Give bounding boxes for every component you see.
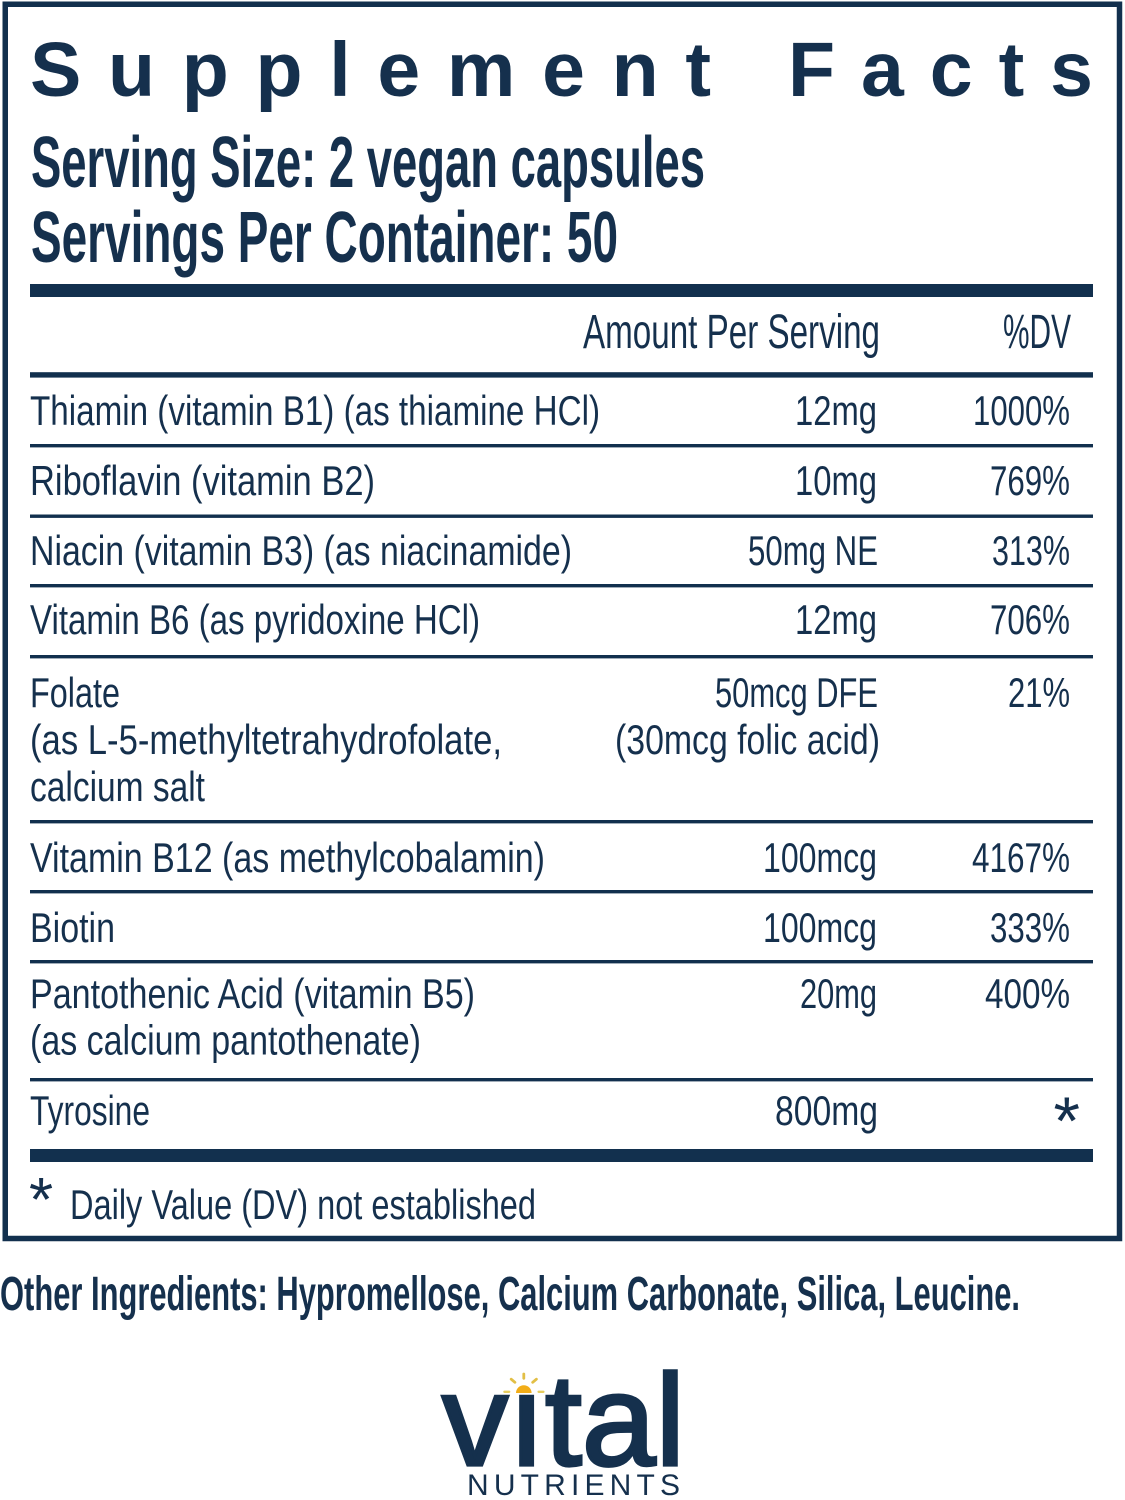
svg-text:(30mcg folic acid): (30mcg folic acid) bbox=[615, 716, 880, 763]
svg-text:Vitamin B12 (as methylcobalami: Vitamin B12 (as methylcobalamin) bbox=[30, 834, 545, 881]
svg-text:Folate: Folate bbox=[30, 669, 120, 716]
svg-text:333%: 333% bbox=[990, 904, 1070, 951]
svg-text:Vitamin B6 (as pyridoxine HCl): Vitamin B6 (as pyridoxine HCl) bbox=[30, 596, 480, 643]
svg-text:Biotin: Biotin bbox=[30, 904, 115, 951]
svg-text:Pantothenic Acid (vitamin B5): Pantothenic Acid (vitamin B5) bbox=[30, 970, 475, 1017]
svg-text:4167%: 4167% bbox=[972, 834, 1070, 881]
svg-text:Servings Per Container: 50: Servings Per Container: 50 bbox=[31, 198, 618, 278]
svg-text:100mcg: 100mcg bbox=[763, 904, 877, 951]
svg-text:50mcg DFE: 50mcg DFE bbox=[715, 669, 878, 716]
svg-text:313%: 313% bbox=[992, 527, 1070, 574]
svg-text:1000%: 1000% bbox=[973, 387, 1070, 434]
svg-text:800mg: 800mg bbox=[775, 1087, 878, 1134]
svg-text:50mg NE: 50mg NE bbox=[748, 527, 878, 574]
svg-text:(as calcium pantothenate): (as calcium pantothenate) bbox=[30, 1017, 421, 1064]
svg-text:Daily Value (DV) not establish: Daily Value (DV) not established bbox=[70, 1181, 536, 1228]
svg-text:10mg: 10mg bbox=[795, 457, 877, 504]
svg-text:Riboflavin (vitamin B2): Riboflavin (vitamin B2) bbox=[30, 457, 375, 504]
svg-text:*: * bbox=[29, 1166, 53, 1235]
svg-text:12mg: 12mg bbox=[795, 387, 877, 434]
svg-text:*: * bbox=[1054, 1083, 1080, 1159]
svg-text:400%: 400% bbox=[985, 970, 1070, 1017]
svg-text:%DV: %DV bbox=[1003, 306, 1071, 359]
svg-text:Amount Per Serving: Amount Per Serving bbox=[583, 306, 880, 359]
svg-text:21%: 21% bbox=[1008, 669, 1070, 716]
svg-text:Serving Size: 2 vegan capsules: Serving Size: 2 vegan capsules bbox=[31, 123, 705, 203]
svg-text:Thiamin (vitamin B1) (as thiam: Thiamin (vitamin B1) (as thiamine HCl) bbox=[30, 387, 600, 434]
svg-text:Tyrosine: Tyrosine bbox=[30, 1087, 150, 1134]
svg-text:Niacin (vitamin B3) (as niacin: Niacin (vitamin B3) (as niacinamide) bbox=[30, 527, 572, 574]
svg-text:769%: 769% bbox=[990, 457, 1070, 504]
svg-text:(as L-5-methyltetrahydrofolate: (as L-5-methyltetrahydrofolate, bbox=[30, 716, 502, 763]
svg-text:calcium salt: calcium salt bbox=[30, 763, 205, 810]
svg-text:20mg: 20mg bbox=[800, 970, 877, 1017]
svg-text:706%: 706% bbox=[990, 596, 1070, 643]
svg-text:12mg: 12mg bbox=[795, 596, 877, 643]
svg-text:vıtal: vıtal bbox=[442, 1347, 685, 1493]
svg-text:Other Ingredients: Hypromellos: Other Ingredients: Hypromellose, Calcium… bbox=[0, 1268, 1020, 1321]
svg-text:NUTRIENTS: NUTRIENTS bbox=[467, 1469, 680, 1500]
svg-text:100mcg: 100mcg bbox=[763, 834, 877, 881]
